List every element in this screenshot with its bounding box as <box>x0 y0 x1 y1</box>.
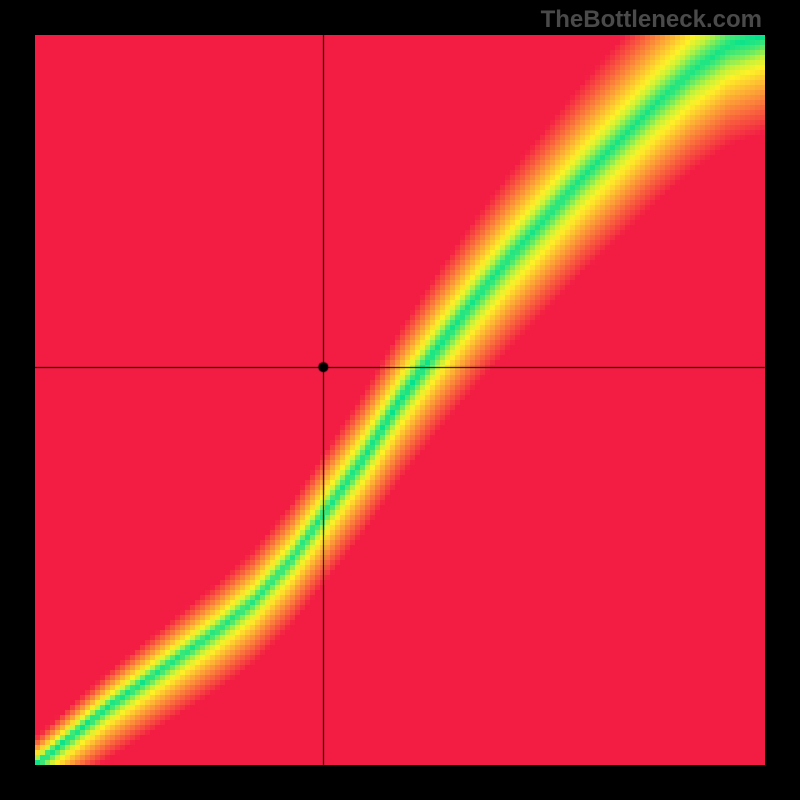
chart-container: TheBottleneck.com <box>0 0 800 800</box>
crosshair-overlay <box>0 0 800 800</box>
watermark-text: TheBottleneck.com <box>541 6 762 34</box>
